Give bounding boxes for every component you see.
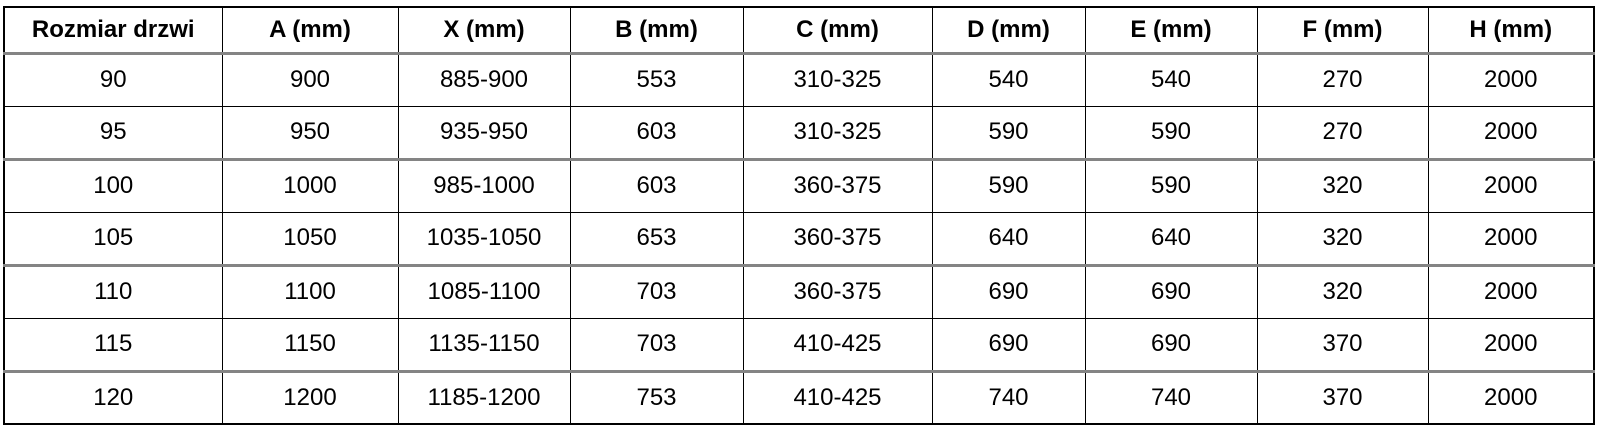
table-cell: 900	[221, 51, 399, 106]
column-header: A (mm)	[221, 7, 399, 53]
row-size-cell: 120	[3, 369, 223, 424]
table-cell: 690	[931, 317, 1086, 371]
table-cell: 1150	[221, 317, 399, 371]
table-cell: 360-375	[742, 263, 933, 318]
column-header: X (mm)	[397, 7, 571, 53]
column-header: H (mm)	[1427, 7, 1595, 53]
table-cell: 753	[569, 369, 744, 424]
table-cell: 590	[931, 157, 1086, 212]
table-cell: 310-325	[742, 105, 933, 159]
table-cell: 703	[569, 317, 744, 371]
table-cell: 603	[569, 105, 744, 159]
table-cell: 690	[1084, 317, 1258, 371]
column-header: Rozmiar drzwi	[3, 7, 223, 53]
table-cell: 690	[931, 263, 1086, 318]
table-cell: 653	[569, 211, 744, 265]
table-row: 90 900 885-900 553 310-325 540 540 270 2000	[3, 51, 1595, 106]
table-cell: 1035-1050	[397, 211, 571, 265]
row-size-cell: 90	[3, 51, 223, 106]
table-cell: 2000	[1427, 105, 1595, 159]
row-size-cell: 115	[3, 317, 223, 371]
table-cell: 2000	[1427, 369, 1595, 424]
table-cell: 540	[1084, 51, 1258, 106]
table-cell: 640	[1084, 211, 1258, 265]
table-cell: 590	[931, 105, 1086, 159]
table-cell: 2000	[1427, 51, 1595, 106]
table-cell: 360-375	[742, 157, 933, 212]
table-cell: 320	[1256, 157, 1429, 212]
table-row: 115 1150 1135-1150 703 410-425 690 690 370 2000	[3, 317, 1595, 371]
table-row: 95 950 935-950 603 310-325 590 590 270 2000	[3, 105, 1595, 159]
table-cell: 935-950	[397, 105, 571, 159]
table-cell: 360-375	[742, 211, 933, 265]
row-size-cell: 110	[3, 263, 223, 318]
door-sizes-table: Rozmiar drzwi A (mm) X (mm) B (mm) C (mm) D (…	[3, 6, 1595, 425]
table-cell: 885-900	[397, 51, 571, 106]
table-cell: 320	[1256, 263, 1429, 318]
table-cell: 590	[1084, 157, 1258, 212]
table-cell: 703	[569, 263, 744, 318]
table-row: 110 1100 1085-1100 703 360-375 690 690 320 2000	[3, 263, 1595, 318]
table-cell: 553	[569, 51, 744, 106]
table-body: 90 900 885-900 553 310-325 540 540 270 2000 95 950…	[3, 51, 1595, 424]
column-header: B (mm)	[569, 7, 744, 53]
table-cell: 1050	[221, 211, 399, 265]
table-cell: 270	[1256, 51, 1429, 106]
column-header: C (mm)	[742, 7, 933, 53]
table-cell: 410-425	[742, 369, 933, 424]
table-cell: 603	[569, 157, 744, 212]
table-cell: 1085-1100	[397, 263, 571, 318]
row-size-cell: 100	[3, 157, 223, 212]
row-size-cell: 105	[3, 211, 223, 265]
table-cell: 410-425	[742, 317, 933, 371]
table-cell: 1135-1150	[397, 317, 571, 371]
table-cell: 590	[1084, 105, 1258, 159]
table-cell: 2000	[1427, 211, 1595, 265]
table-cell: 270	[1256, 105, 1429, 159]
table-cell: 640	[931, 211, 1086, 265]
table-cell: 690	[1084, 263, 1258, 318]
table-cell: 1200	[221, 369, 399, 424]
column-header: F (mm)	[1256, 7, 1429, 53]
table-cell: 740	[1084, 369, 1258, 424]
table-cell: 2000	[1427, 157, 1595, 212]
table-cell: 370	[1256, 317, 1429, 371]
table-cell: 370	[1256, 369, 1429, 424]
table-cell: 950	[221, 105, 399, 159]
column-header: E (mm)	[1084, 7, 1258, 53]
table-cell: 310-325	[742, 51, 933, 106]
table-cell: 2000	[1427, 263, 1595, 318]
table-cell: 1100	[221, 263, 399, 318]
header-row: Rozmiar drzwi A (mm) X (mm) B (mm) C (mm) D (…	[3, 7, 1595, 53]
table-row: 100 1000 985-1000 603 360-375 590 590 320 2000	[3, 157, 1595, 212]
table-cell: 1000	[221, 157, 399, 212]
column-header: D (mm)	[931, 7, 1086, 53]
table-row: 120 1200 1185-1200 753 410-425 740 740 370 2000	[3, 369, 1595, 424]
table-row: 105 1050 1035-1050 653 360-375 640 640 320 2000	[3, 211, 1595, 265]
table-cell: 1185-1200	[397, 369, 571, 424]
table-cell: 2000	[1427, 317, 1595, 371]
table-cell: 740	[931, 369, 1086, 424]
table-cell: 985-1000	[397, 157, 571, 212]
table-cell: 320	[1256, 211, 1429, 265]
table-cell: 540	[931, 51, 1086, 106]
row-size-cell: 95	[3, 105, 223, 159]
